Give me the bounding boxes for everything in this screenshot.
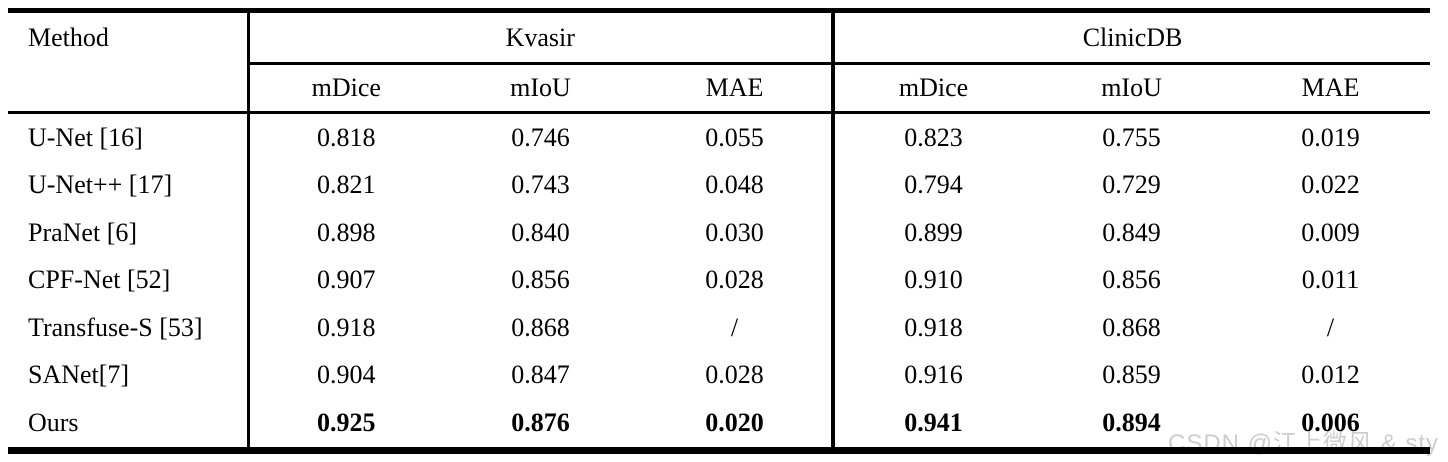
cell-clinicdb-mae: 0.019 [1301,122,1360,152]
method-label: CPF-Net [52] [8,256,250,304]
cell-kvasir-mdice: 0.898 [317,217,376,247]
header-row-metrics: mDice mIoU MAE mDice mIoU MAE [8,63,1431,114]
column-header-clinicdb-mae: MAE [1231,63,1431,114]
cell-clinicdb-miou: 0.856 [1102,265,1161,295]
cell-clinicdb-miou: 0.729 [1102,170,1161,200]
cell-kvasir-mae: 0.028 [638,351,836,399]
cell-kvasir-mdice: 0.918 [317,312,376,342]
cell-kvasir-miou: 0.868 [511,312,570,342]
group-header-clinicdb: ClinicDB [833,10,1431,65]
cell-kvasir-mae: 0.020 [638,399,836,450]
cell-kvasir-mdice: 0.904 [317,360,376,390]
column-header-method-label: Method [28,22,109,52]
cell-clinicdb-mdice: 0.910 [904,265,963,295]
cell-kvasir-mdice: 0.821 [317,170,376,200]
cell-kvasir-miou: 0.743 [511,170,570,200]
column-header-kvasir-mdice: mDice [248,63,443,114]
table-row-sanet: SANet[7] 0.904 0.847 0.028 0.916 0.859 0… [8,351,1430,399]
cell-clinicdb-mae: 0.011 [1301,265,1360,295]
method-label: Ours [8,399,250,450]
cell-clinicdb-miou: 0.755 [1102,122,1161,152]
table-row-cpfnet: CPF-Net [52] 0.907 0.856 0.028 0.910 0.8… [8,256,1430,304]
group-header-kvasir: Kvasir [248,10,836,65]
method-label: U-Net++ [17] [8,161,250,209]
cell-clinicdb-miou: 0.868 [1102,312,1161,342]
cell-clinicdb-mdice: 0.794 [904,170,963,200]
column-header-clinicdb-miou: mIoU [1032,63,1232,114]
table-row-pranet: PraNet [6] 0.898 0.840 0.030 0.899 0.849… [8,209,1430,257]
cell-kvasir-miou: 0.847 [511,360,570,390]
results-table: Method Kvasir ClinicDB mDice mIoU MAE mD… [8,8,1431,454]
method-label: SANet[7] [8,351,250,399]
column-header-kvasir-mae: MAE [638,63,836,114]
method-label: U-Net [16] [8,112,250,162]
cell-clinicdb-mae: / [1326,312,1335,342]
cell-kvasir-mdice: 0.818 [317,122,376,152]
cell-kvasir-mae: / [638,304,836,352]
method-label: PraNet [6] [8,209,250,257]
cell-clinicdb-mdice: 0.916 [904,360,963,390]
cell-kvasir-mae: 0.028 [638,256,836,304]
cell-clinicdb-mae: 0.009 [1301,217,1360,247]
table-row-unetpp: U-Net++ [17] 0.821 0.743 0.048 0.794 0.7… [8,161,1430,209]
cell-kvasir-mae: 0.048 [638,161,836,209]
cell-kvasir-mdice: 0.907 [317,265,376,295]
cell-kvasir-mdice: 0.925 [317,407,376,437]
cell-clinicdb-miou: 0.849 [1102,217,1161,247]
cell-clinicdb-mdice: 0.823 [904,122,963,152]
table-row-transfuse: Transfuse-S [53] 0.918 0.868 / 0.918 0.8… [8,304,1430,352]
table-row-unet: U-Net [16] 0.818 0.746 0.055 0.823 0.755… [8,112,1430,162]
column-header-method: Method [8,10,250,114]
cell-clinicdb-mae: 0.012 [1301,360,1360,390]
cell-clinicdb-mdice: 0.899 [904,217,963,247]
cell-clinicdb-mae: 0.022 [1301,170,1360,200]
method-label: Transfuse-S [53] [8,304,250,352]
cell-clinicdb-miou: 0.859 [1102,360,1161,390]
cell-clinicdb-miou: 0.894 [1102,407,1161,437]
cell-clinicdb-mdice: 0.918 [904,312,963,342]
cell-kvasir-miou: 0.876 [511,407,570,437]
cell-kvasir-mae: 0.030 [638,209,836,257]
cell-kvasir-miou: 0.856 [511,265,570,295]
cell-clinicdb-mdice: 0.941 [904,407,963,437]
column-header-kvasir-miou: mIoU [443,63,638,114]
cell-kvasir-miou: 0.840 [511,217,570,247]
cell-kvasir-miou: 0.746 [511,122,570,152]
table-row-ours: Ours 0.925 0.876 0.020 0.941 0.894 0.006 [8,399,1430,450]
column-header-clinicdb-mdice: mDice [833,63,1033,114]
cell-kvasir-mae: 0.055 [638,112,836,162]
cell-clinicdb-mae: 0.006 [1301,407,1360,437]
header-row-groups: Method Kvasir ClinicDB [8,10,1431,114]
